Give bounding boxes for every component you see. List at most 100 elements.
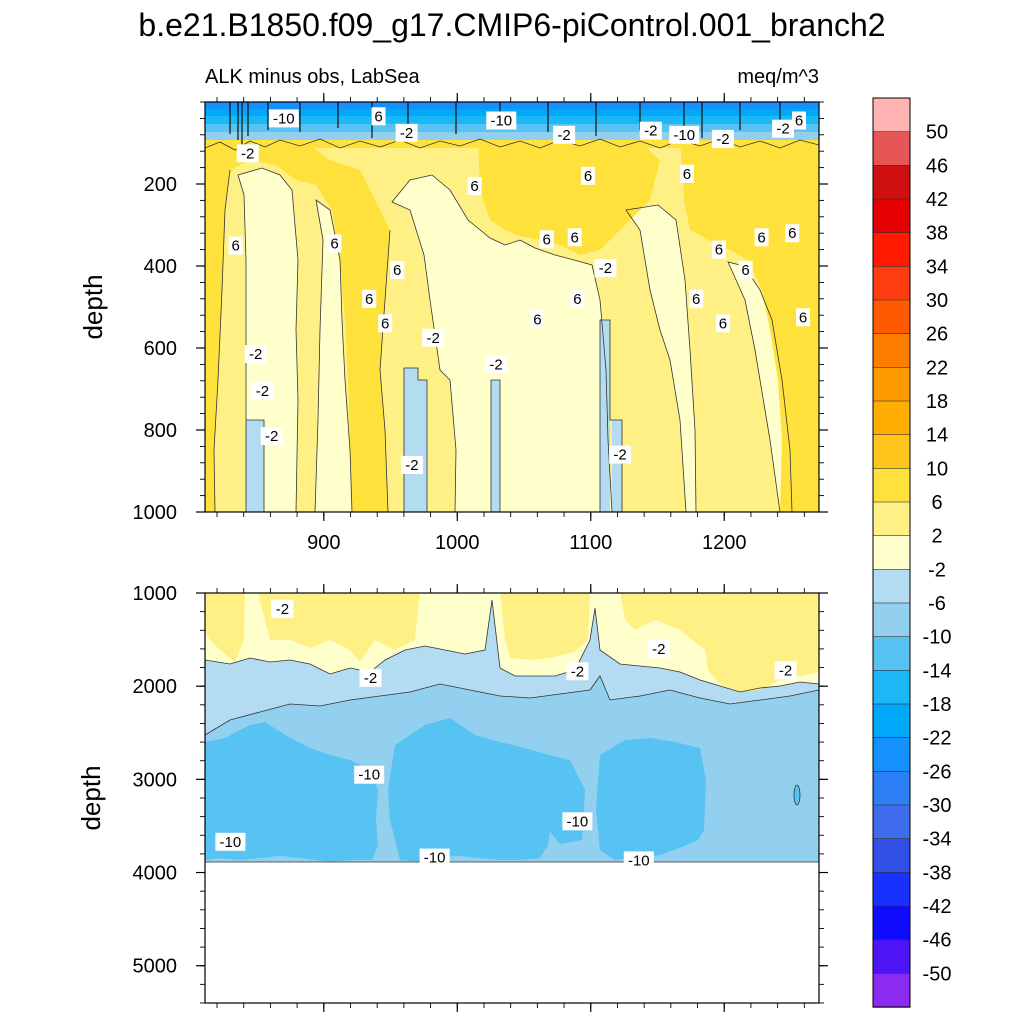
contour-label-bg	[486, 111, 517, 130]
contour-label: -10	[623, 851, 654, 870]
band-neg6-neg2	[246, 320, 622, 512]
contour-label: -2	[594, 259, 617, 278]
contour-label: 6	[539, 230, 554, 249]
contour-label: -2	[422, 328, 445, 347]
contour-label: 6	[581, 166, 596, 185]
contour-label: -2	[774, 661, 797, 680]
contour-label-text: 6	[571, 229, 579, 246]
contour-label-bg	[711, 129, 734, 148]
contour-label-text: -10	[490, 113, 512, 130]
contour-label: 6	[570, 289, 585, 308]
colorbar-level-label: 10	[926, 458, 948, 480]
colorbar-swatch	[872, 636, 911, 672]
contour-label: -2	[271, 599, 294, 618]
contour-label-text: 6	[683, 166, 691, 183]
contour-label-text: -2	[557, 127, 570, 144]
y-tick-label: 600	[144, 338, 177, 360]
below-bottom-mask	[205, 862, 819, 1003]
colorbar-level-label: -26	[923, 761, 952, 783]
contour-label-text: 6	[799, 309, 807, 326]
colorbar-level-label: 18	[926, 391, 948, 413]
colorbar-swatch	[872, 400, 911, 436]
contour-label: -2	[566, 662, 589, 681]
contour-label-bg	[228, 236, 243, 255]
y-tick-label: 400	[144, 256, 177, 278]
contour-label: -2	[485, 355, 507, 374]
colorbar-swatch	[872, 703, 911, 739]
contour-label-bg	[268, 109, 299, 128]
lower-panel: 1000 2000 3000 4000 5000 -2 -2 -2 -2 -2 -10 -10 -10…	[76, 583, 828, 1012]
contour-label: 6	[530, 310, 545, 329]
contour-label-text: -10	[358, 767, 380, 784]
colorbar-swatch	[872, 535, 911, 571]
contour-label: 6	[689, 289, 704, 308]
colorbar-level-label: -6	[928, 593, 946, 615]
contour-label-bg	[236, 144, 259, 163]
contour-label-text: -2	[364, 670, 377, 687]
contour-label: -2	[244, 345, 267, 364]
contour-label-bg	[371, 107, 386, 126]
colorbar-swatch	[872, 872, 911, 907]
contour-label-text: 6	[757, 229, 765, 246]
upper-axes-frame	[204, 101, 820, 513]
lower-field	[205, 593, 819, 1003]
colorbar-frame	[872, 97, 911, 1008]
y-tick-label: 1000	[133, 502, 178, 524]
x-tick-label: 1100	[569, 532, 612, 554]
contour-label-bg	[271, 599, 294, 618]
colorbar-level-label: 22	[926, 357, 948, 379]
contour-label-bg	[530, 310, 545, 329]
contour-label-bg	[422, 328, 445, 347]
colorbar-level-label: -14	[923, 660, 952, 682]
contour-label: 6	[228, 236, 243, 255]
contour-label-text: 6	[543, 231, 551, 248]
colorbar-swatch	[872, 838, 911, 874]
contour-label: -2	[609, 445, 632, 464]
contour-label-bg	[639, 121, 662, 140]
contour-label-text: -2	[241, 145, 254, 162]
colorbar-swatch	[872, 602, 911, 638]
colorbar-level-label: 46	[926, 155, 948, 177]
contour-label-text: -10	[273, 110, 295, 127]
contour-label-bg	[362, 289, 377, 308]
contour-label-text: 6	[719, 315, 727, 332]
colorbar-swatch	[872, 737, 911, 773]
upper-panel: 200 400 600 800 1000 900 1000 1100 1200 -10 6 -2 -1…	[78, 93, 828, 554]
contour-label: 6	[371, 107, 386, 126]
y-tick-label: 3000	[133, 769, 178, 791]
contour-label: 6	[754, 228, 769, 247]
contour-label-text: -2	[644, 123, 657, 140]
upper-field	[205, 102, 819, 512]
y-tick-label: 800	[144, 420, 177, 442]
contour-label-bg	[400, 455, 423, 474]
contour-label: -2	[400, 455, 423, 474]
upper-ticks: 200 400 600 800 1000 900 1000 1100 1200	[133, 93, 828, 554]
colorbar-level-label: 38	[926, 223, 948, 245]
contour-label: 6	[785, 224, 800, 243]
contour-label-bg	[467, 177, 482, 196]
contour-label-bg	[359, 668, 382, 687]
contour-label-bg	[594, 259, 617, 278]
contour-label-bg	[567, 228, 582, 247]
upper-y-axis-label: depth	[78, 274, 108, 339]
contour-label-bg	[796, 308, 810, 327]
x-tick-label: 900	[307, 532, 340, 554]
contour-label-text: -2	[716, 131, 729, 148]
colorbar-swatch	[872, 97, 911, 133]
contour-label-text: -10	[628, 852, 650, 869]
contour-label-text: -2	[427, 330, 440, 347]
colorbar-swatch	[872, 771, 911, 806]
chart-title: b.e21.B1850.f09_g17.CMIP6-piControl.001_…	[138, 7, 885, 43]
y-tick-label: 2000	[133, 676, 178, 698]
colorbar-level-label: 34	[926, 256, 948, 278]
contour-label: 6	[327, 234, 342, 253]
contour-label-bg	[581, 166, 596, 185]
colorbar-level-label: -18	[923, 694, 952, 716]
colorbar-swatch	[872, 333, 911, 369]
contour-label-bg	[419, 848, 450, 867]
contour-label: -10	[268, 109, 299, 128]
colorbar-swatch	[872, 468, 911, 503]
colorbar-swatch	[872, 434, 911, 470]
contour-label: 6	[362, 289, 377, 308]
contour-label-text: 6	[393, 262, 401, 279]
